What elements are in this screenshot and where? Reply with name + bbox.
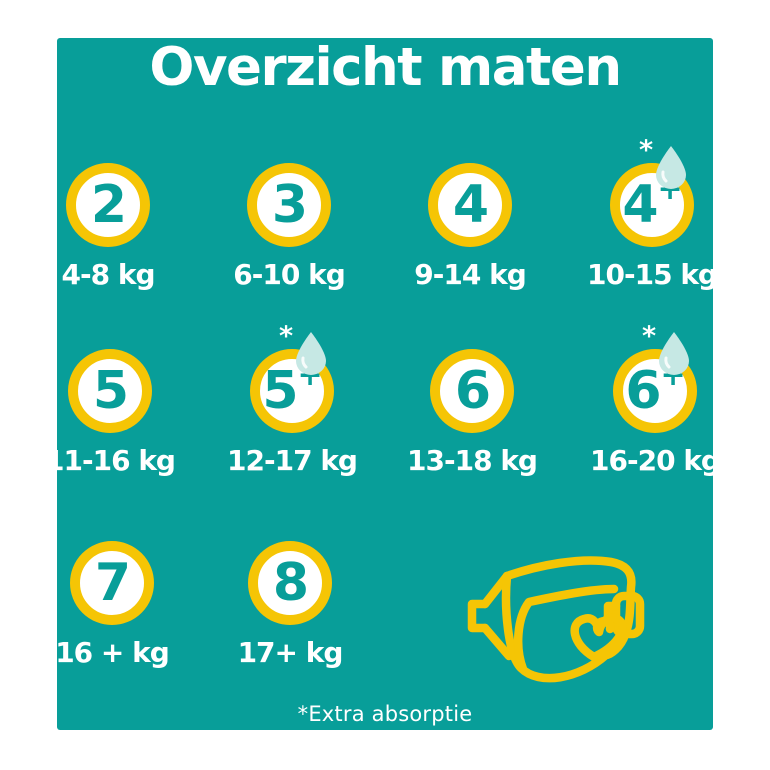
page-title: Overzicht maten [149,37,622,98]
size-badge: 7 [70,541,154,625]
size-number: 4 [622,175,658,235]
weight-label: 12-17 kg [227,444,358,477]
size-cell-5plus: 5 + * 12-17 kg [204,323,380,477]
size-badge: 3 [247,163,331,247]
size-cell-2: 2 4-8 kg [20,163,196,291]
size-number: 8 [272,553,309,613]
size-cell-3: 3 6-10 kg [201,163,377,291]
weight-label: 16-20 kg [590,444,721,477]
weight-label: 4-8 kg [61,258,156,291]
weight-label: 10-15 kg [587,258,718,291]
size-number: 2 [90,175,127,235]
weight-label: 9-14 kg [414,258,526,291]
weight-label: 6-10 kg [233,258,345,291]
asterisk-marker: * [279,321,294,352]
size-badge: 4 [428,163,512,247]
size-cell-7: 7 16 + kg [24,541,200,669]
footnote-extra-absorptie: *Extra absorptie [297,702,473,726]
weight-label: 16 + kg [55,636,170,669]
size-cell-8: 8 17+ kg [202,541,378,669]
size-cell-4: 4 9-14 kg [382,163,558,291]
asterisk-marker: * [639,135,654,166]
size-number: 6 [625,361,661,421]
size-number: 7 [94,553,131,613]
size-badge: 2 [66,163,150,247]
size-number: 6 [454,361,491,421]
weight-label: 11-16 kg [45,444,176,477]
size-badge: 6 [430,349,514,433]
asterisk-marker: * [642,321,657,352]
size-badge: 8 [248,541,332,625]
heart-loop [592,617,615,636]
size-cell-6: 6 13-18 kg [384,349,560,477]
water-drop-icon [296,332,326,375]
weight-label: 13-18 kg [407,444,538,477]
size-cell-6plus: 6 + * 16-20 kg [567,323,743,477]
size-cell-4plus: 4 + * 10-15 kg [564,137,740,291]
diaper-waistband [514,584,619,674]
size-badge: 5 [68,349,152,433]
size-number: 5 [92,361,129,421]
size-number: 5 [262,361,298,421]
size-cell-5: 5 11-16 kg [22,349,198,477]
water-drop-icon [659,332,689,375]
water-drop-icon [656,146,686,189]
size-number: 4 [452,175,489,235]
size-number: 3 [271,175,308,235]
diaper-illustration [467,556,645,683]
size-overview-panel: Overzicht maten 2 4-8 kg 3 6-10 kg 4 9-1… [45,37,721,730]
diaper-left-tab [467,599,490,633]
weight-label: 17+ kg [237,636,344,669]
